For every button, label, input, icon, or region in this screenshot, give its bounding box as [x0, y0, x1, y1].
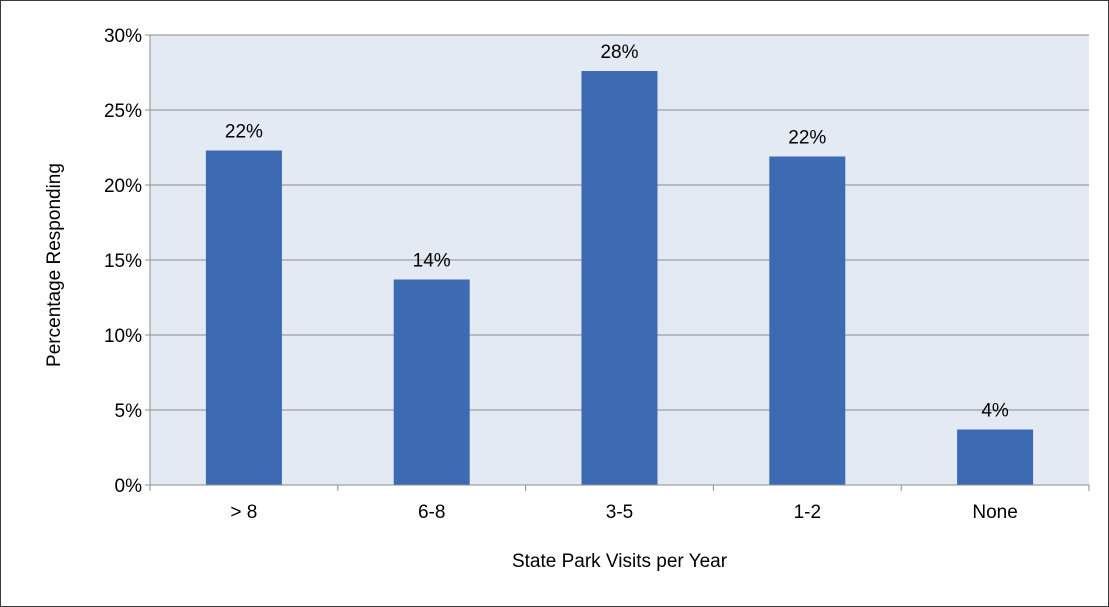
x-tick-label: 1-2 — [794, 502, 821, 523]
data-label: 28% — [600, 42, 638, 63]
bars — [205, 71, 1034, 485]
data-label: 14% — [413, 251, 451, 272]
y-tick-labels: 0% 5% 10% 15% 20% 25% 30% — [104, 26, 150, 497]
y-tick-label: 0% — [115, 476, 143, 497]
y-tick-label: 30% — [104, 26, 142, 47]
y-tick-label: 10% — [104, 326, 142, 347]
y-tick-label: 5% — [115, 401, 143, 422]
y-tick-label: 15% — [104, 251, 142, 272]
data-label: 22% — [225, 122, 263, 143]
data-label: 22% — [788, 128, 826, 149]
bar — [205, 150, 282, 485]
y-tick-label: 20% — [104, 176, 142, 197]
x-tick-label: 6-8 — [418, 502, 445, 523]
bar — [393, 279, 470, 485]
x-tick-label: > 8 — [230, 502, 257, 523]
data-labels: 22% 14% 28% 22% 4% — [225, 42, 1009, 422]
x-tick-label: None — [972, 502, 1017, 523]
y-axis-title: Percentage Responding — [44, 163, 65, 367]
x-tick-label: 3-5 — [606, 502, 633, 523]
data-label: 4% — [981, 401, 1009, 422]
bar — [581, 71, 658, 485]
x-axis-title: State Park Visits per Year — [512, 551, 728, 572]
x-tick-labels: > 8 6-8 3-5 1-2 None — [230, 502, 1017, 523]
y-tick-label: 25% — [104, 101, 142, 122]
bar — [769, 156, 846, 485]
bar — [957, 429, 1034, 485]
